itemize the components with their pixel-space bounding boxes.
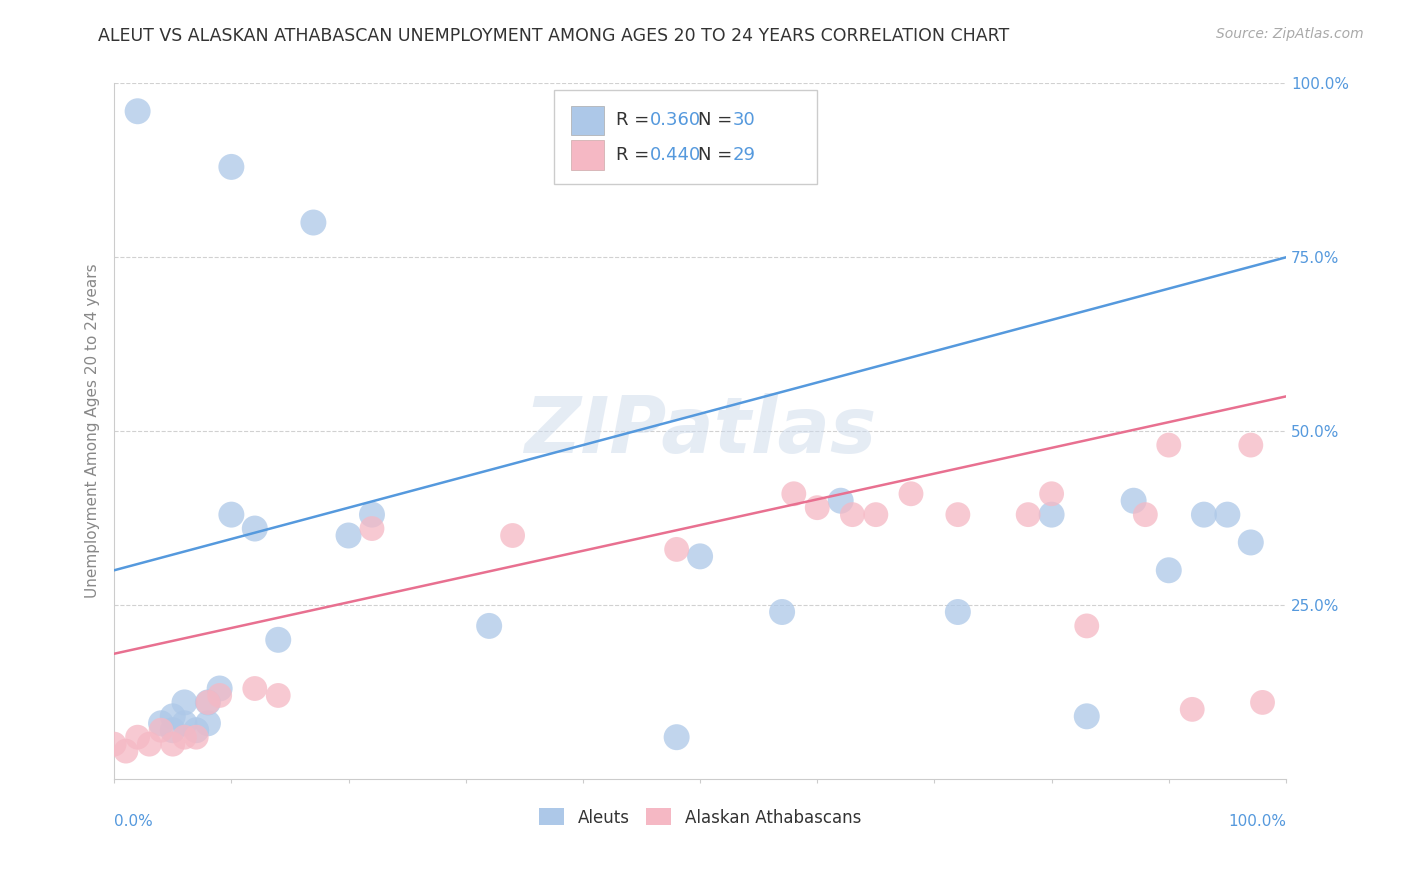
Point xyxy=(1040,487,1063,501)
Text: 0.440: 0.440 xyxy=(650,146,702,164)
Point xyxy=(1240,535,1263,549)
Point xyxy=(337,528,360,542)
Point xyxy=(946,508,969,522)
Y-axis label: Unemployment Among Ages 20 to 24 years: Unemployment Among Ages 20 to 24 years xyxy=(86,264,100,599)
Point xyxy=(197,695,219,709)
Text: N =: N = xyxy=(697,146,738,164)
Point xyxy=(186,723,208,738)
Point xyxy=(1017,508,1039,522)
Point xyxy=(900,487,922,501)
Point xyxy=(1216,508,1239,522)
FancyBboxPatch shape xyxy=(571,105,605,135)
Point xyxy=(1040,508,1063,522)
Point xyxy=(841,508,863,522)
Point xyxy=(173,730,195,744)
Point xyxy=(197,716,219,731)
Text: Source: ZipAtlas.com: Source: ZipAtlas.com xyxy=(1216,27,1364,41)
Text: 100.0%: 100.0% xyxy=(1227,814,1286,829)
Point xyxy=(478,619,501,633)
Point xyxy=(103,737,125,751)
Point xyxy=(502,528,524,542)
Point xyxy=(127,730,149,744)
Point xyxy=(197,695,219,709)
Point xyxy=(1157,563,1180,577)
FancyBboxPatch shape xyxy=(571,140,605,169)
Point xyxy=(361,522,384,536)
Point xyxy=(806,500,828,515)
Point xyxy=(865,508,887,522)
Point xyxy=(162,737,184,751)
Point xyxy=(243,522,266,536)
Text: 30: 30 xyxy=(733,112,755,129)
Point xyxy=(208,681,231,696)
Point xyxy=(150,723,173,738)
Point xyxy=(221,160,243,174)
Point xyxy=(115,744,138,758)
Point xyxy=(1240,438,1263,452)
Point xyxy=(361,508,384,522)
Point xyxy=(221,508,243,522)
Point xyxy=(138,737,160,751)
Point xyxy=(1251,695,1274,709)
Point xyxy=(127,104,149,119)
Point xyxy=(1181,702,1204,716)
Point xyxy=(302,215,325,229)
Text: N =: N = xyxy=(697,112,738,129)
Text: 0.360: 0.360 xyxy=(650,112,700,129)
Text: 29: 29 xyxy=(733,146,756,164)
Point xyxy=(1076,709,1098,723)
Point xyxy=(1076,619,1098,633)
Point xyxy=(173,695,195,709)
Legend: Aleuts, Alaskan Athabascans: Aleuts, Alaskan Athabascans xyxy=(533,802,868,833)
Text: R =: R = xyxy=(616,112,655,129)
Point xyxy=(162,709,184,723)
Point xyxy=(267,689,290,703)
Point xyxy=(1157,438,1180,452)
Point xyxy=(208,689,231,703)
Point xyxy=(946,605,969,619)
Text: R =: R = xyxy=(616,146,655,164)
Point xyxy=(1135,508,1157,522)
Point xyxy=(150,716,173,731)
Point xyxy=(173,716,195,731)
Text: 0.0%: 0.0% xyxy=(114,814,153,829)
Point xyxy=(665,542,688,557)
Point xyxy=(243,681,266,696)
Point xyxy=(267,632,290,647)
Point xyxy=(689,549,711,564)
Text: ALEUT VS ALASKAN ATHABASCAN UNEMPLOYMENT AMONG AGES 20 TO 24 YEARS CORRELATION C: ALEUT VS ALASKAN ATHABASCAN UNEMPLOYMENT… xyxy=(98,27,1010,45)
Point xyxy=(830,493,852,508)
Point xyxy=(665,730,688,744)
Point xyxy=(1122,493,1144,508)
Point xyxy=(783,487,806,501)
FancyBboxPatch shape xyxy=(554,90,817,185)
Point xyxy=(162,723,184,738)
Point xyxy=(1192,508,1215,522)
Point xyxy=(770,605,793,619)
Text: ZIPatlas: ZIPatlas xyxy=(524,393,876,469)
Point xyxy=(186,730,208,744)
